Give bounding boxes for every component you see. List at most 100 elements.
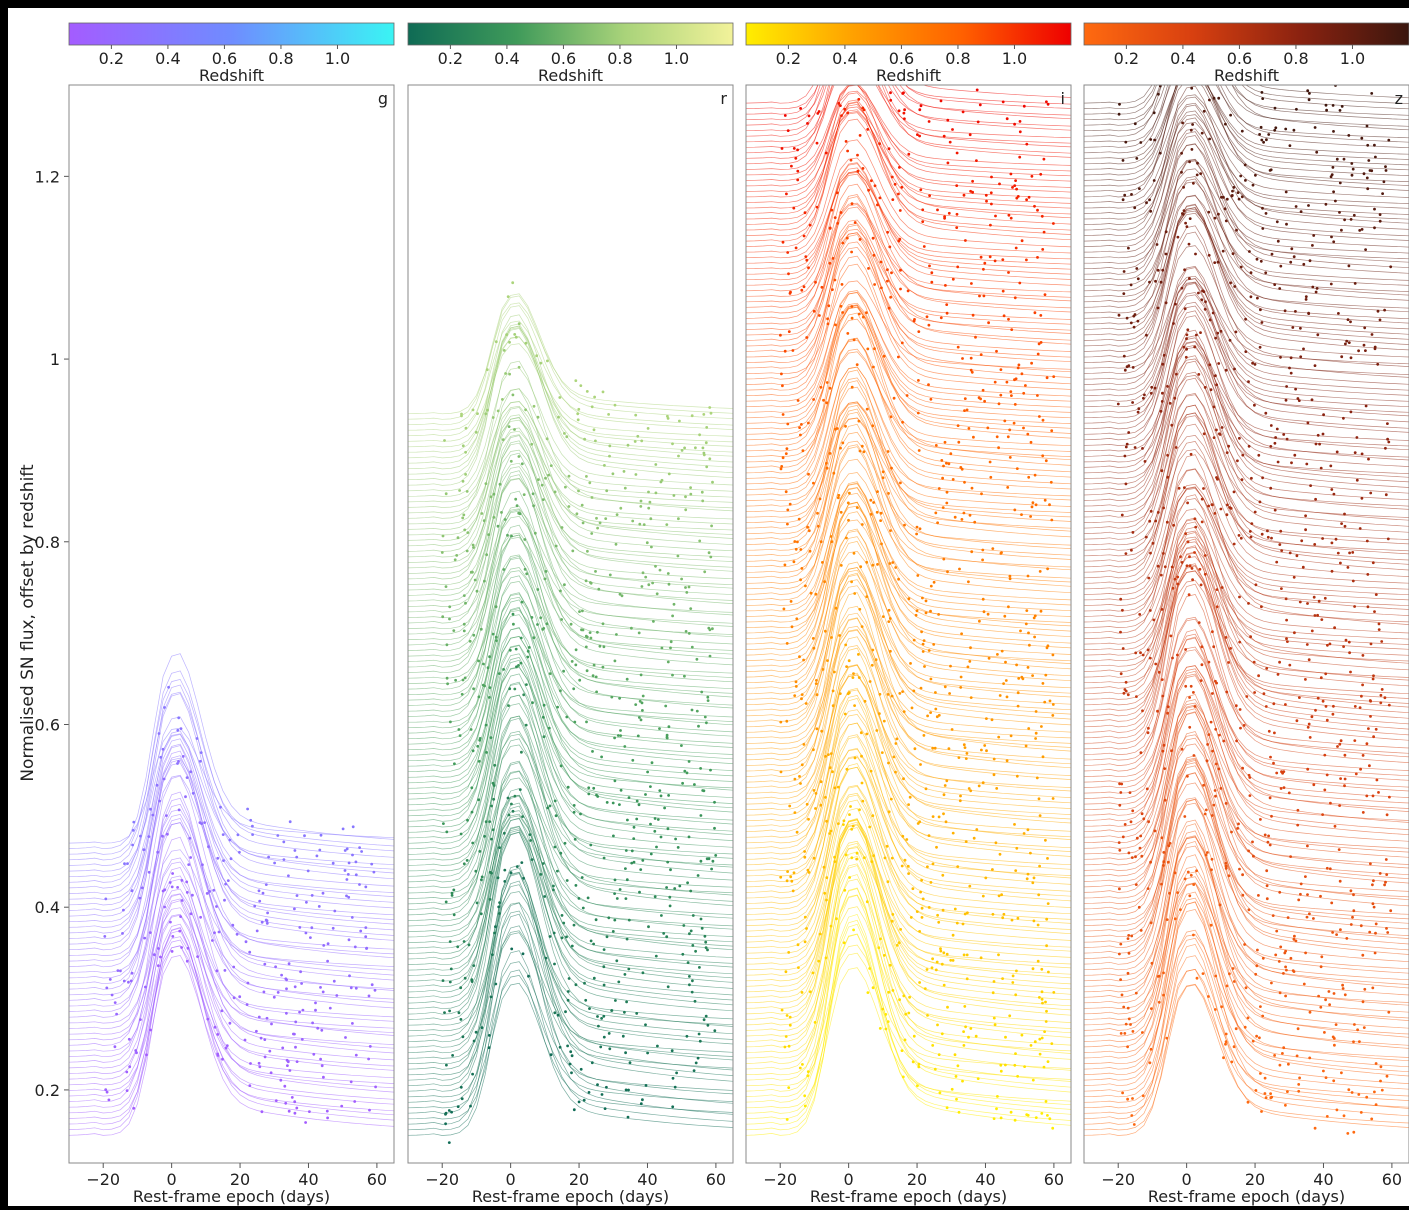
data-point — [803, 850, 806, 853]
data-point — [1350, 173, 1354, 177]
light-curve — [1084, 705, 1409, 860]
data-point — [1329, 464, 1333, 468]
data-point — [849, 158, 853, 162]
light-curve — [1084, 823, 1409, 1031]
data-point — [589, 636, 593, 640]
data-point — [800, 288, 804, 292]
data-point — [944, 820, 948, 824]
data-point — [992, 980, 996, 983]
data-point — [345, 847, 349, 851]
data-point — [470, 786, 474, 790]
data-point — [188, 836, 192, 840]
data-point — [1360, 452, 1364, 456]
data-point — [345, 878, 349, 881]
data-point — [1352, 909, 1356, 913]
data-point — [1294, 939, 1298, 943]
light-curve — [1084, 646, 1409, 783]
data-point — [971, 190, 974, 194]
data-point — [816, 511, 819, 515]
data-point — [564, 485, 567, 489]
data-point — [846, 332, 850, 335]
light-curve — [69, 898, 394, 1069]
light-curve — [408, 871, 733, 1043]
data-point — [897, 941, 901, 945]
data-point — [707, 551, 711, 555]
light-curve — [746, 263, 1071, 397]
data-point — [994, 214, 997, 218]
data-point — [1044, 1000, 1047, 1004]
light-curve — [746, 722, 1071, 893]
light-curve — [1084, 212, 1409, 325]
data-point — [1289, 371, 1293, 375]
data-point — [459, 1018, 463, 1021]
data-point — [681, 781, 684, 785]
light-curve — [1084, 633, 1409, 789]
data-point — [638, 699, 642, 703]
data-point — [1241, 893, 1245, 897]
light-curve — [746, 112, 1071, 220]
data-point — [942, 793, 946, 797]
data-point — [565, 879, 569, 882]
light-curve — [408, 490, 733, 668]
light-curve — [746, 674, 1071, 816]
data-point — [1180, 561, 1184, 564]
data-point — [934, 968, 938, 972]
data-point — [1299, 326, 1302, 330]
light-curve — [1084, 968, 1409, 1136]
data-point — [1369, 862, 1372, 866]
data-point — [1248, 776, 1252, 779]
data-point — [1280, 770, 1283, 774]
data-point — [1325, 773, 1329, 777]
data-point — [859, 77, 862, 80]
data-point — [592, 976, 596, 980]
light-curve — [69, 730, 394, 906]
data-point — [997, 953, 1000, 957]
data-point — [1332, 992, 1336, 995]
data-point — [501, 438, 505, 441]
data-point — [1136, 277, 1140, 281]
data-point — [800, 423, 803, 426]
data-point — [627, 1088, 630, 1092]
data-point — [1192, 77, 1195, 80]
data-point — [570, 1054, 574, 1058]
data-point — [602, 856, 606, 860]
data-point — [1016, 916, 1020, 920]
data-point — [1384, 493, 1388, 497]
light-curve — [746, 305, 1071, 468]
data-point — [919, 890, 922, 894]
colorbar-tick-label: 0.2 — [438, 49, 463, 68]
data-point — [1251, 183, 1255, 187]
data-point — [1373, 143, 1376, 147]
light-curve — [746, 101, 1071, 248]
data-point — [913, 747, 917, 751]
data-point — [1371, 794, 1375, 798]
data-point — [815, 727, 819, 731]
light-curve — [69, 809, 394, 962]
data-point — [288, 820, 292, 824]
data-point — [1273, 441, 1277, 445]
x-tick-label: −20 — [1101, 1170, 1135, 1189]
data-point — [1282, 972, 1285, 975]
light-curve — [746, 167, 1071, 275]
data-point — [820, 285, 824, 289]
data-point — [1165, 918, 1169, 921]
data-point — [1038, 814, 1042, 817]
light-curve — [408, 925, 733, 1103]
light-curve — [746, 821, 1071, 1004]
data-point — [1176, 653, 1179, 657]
data-point — [634, 703, 638, 706]
data-point — [159, 755, 163, 759]
data-point — [844, 140, 848, 143]
data-point — [520, 750, 523, 754]
data-point — [798, 655, 801, 659]
data-point — [1137, 905, 1141, 909]
data-point — [871, 563, 875, 567]
data-point — [1269, 1092, 1272, 1095]
data-point — [492, 797, 496, 801]
data-point — [1298, 600, 1302, 604]
light-curve — [746, 483, 1071, 612]
data-point — [213, 931, 216, 935]
data-point — [668, 904, 672, 908]
data-point — [1282, 770, 1286, 773]
data-point — [1025, 1113, 1029, 1116]
